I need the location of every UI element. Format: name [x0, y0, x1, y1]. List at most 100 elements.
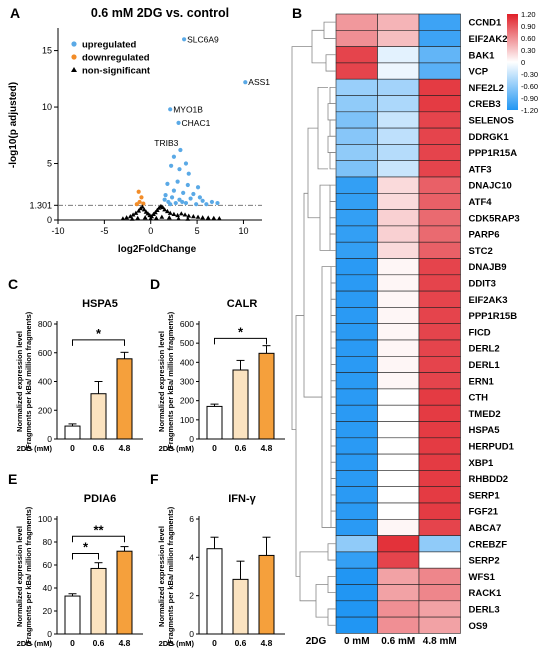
heatmap-row-label: DERL2	[469, 344, 500, 355]
bar-chart-category-label: 0	[212, 638, 217, 648]
heatmap-cell	[377, 29, 420, 47]
bar-chart-y-tick-label: 200	[180, 396, 194, 406]
legend-label: upregulated	[82, 40, 137, 51]
volcano-point-nonsignificant	[190, 214, 196, 219]
heatmap-cell	[418, 355, 461, 373]
heatmap-row-label: XBP1	[469, 458, 495, 469]
heatmap-cell	[335, 290, 378, 308]
volcano-point-upregulated	[169, 163, 174, 168]
volcano-point-upregulated	[168, 107, 173, 112]
dendrogram-branch	[330, 298, 336, 316]
bar-chart-y-tick-label: 2	[189, 591, 194, 601]
heatmap-cell	[418, 62, 461, 80]
heatmap-cell	[377, 453, 420, 471]
heatmap-cell	[377, 176, 420, 194]
heatmap-row-label: TMED2	[469, 409, 501, 420]
heatmap-cell	[418, 388, 461, 406]
bar-chart-x-axis-label: 2DG (mM)	[17, 639, 53, 648]
dendrogram-branch	[330, 478, 336, 496]
heatmap-cell	[377, 437, 420, 455]
dendrogram-branch	[330, 282, 336, 300]
bar-chart-y-tick-label: 20	[43, 606, 53, 616]
legend-label: downregulated	[82, 53, 150, 64]
colorbar-tick-label: 0.90	[521, 22, 536, 31]
volcano-point-nonsignificant	[130, 212, 136, 217]
bar-chart-y-tick-label: 0	[189, 434, 194, 444]
heatmap-cell	[335, 225, 378, 243]
heatmap-cell	[418, 95, 461, 113]
significance-marker: **	[93, 522, 104, 537]
volcano-gene-label: TRIB3	[154, 138, 178, 148]
volcano-point-upregulated	[194, 202, 199, 207]
panel-label-c: C	[8, 276, 18, 292]
heatmap-cell	[418, 584, 461, 602]
heatmap-row-label: SELENOS	[469, 115, 514, 126]
heatmap: 2DG CCND1 EIF2AK2 BAK1 VCP NFE2L2 CREB3 SELENO…	[291, 10, 538, 647]
heatmap-cell	[377, 13, 420, 31]
dendrogram-branch	[299, 551, 328, 602]
heatmap-row-label: CCND1	[469, 18, 502, 29]
heatmap-cell	[418, 421, 461, 439]
dendrogram-branch	[329, 233, 336, 251]
dendrogram-branch	[330, 380, 336, 398]
dendrogram-branch	[330, 510, 336, 528]
volcano-point-nonsignificant	[135, 215, 141, 220]
heatmap-cell	[418, 29, 461, 47]
heatmap-row-label: EIF2AK2	[469, 34, 508, 45]
volcano-point-upregulated	[182, 37, 187, 42]
bar-chart-category-label: 0	[70, 638, 75, 648]
heatmap-row-label: DDIT3	[469, 278, 496, 289]
heatmap-cell	[418, 470, 461, 487]
heatmap-cell	[377, 160, 420, 178]
bar-chart-y-tick-label: 0	[47, 434, 52, 444]
heatmap-cell	[377, 404, 420, 422]
heatmap-cell	[377, 144, 420, 161]
bar-chart-category-label: 0	[70, 443, 75, 453]
heatmap-cell	[377, 551, 420, 569]
volcano-point-downregulated	[134, 202, 139, 207]
heatmap-cell	[377, 209, 420, 227]
volcano-point-downregulated	[136, 189, 141, 194]
volcano-point-nonsignificant	[159, 214, 165, 219]
bar-chart-category-label: 4.8	[119, 443, 131, 453]
volcano-y-tick-label: 10	[42, 102, 52, 112]
volcano-point-nonsignificant	[136, 208, 142, 213]
heatmap-row-label: CREB3	[469, 99, 501, 110]
volcano-point-upregulated	[162, 197, 167, 202]
volcano-point-upregulated	[178, 147, 183, 153]
dendrogram-branch	[330, 429, 336, 447]
volcano-point-upregulated	[176, 120, 181, 125]
volcano-point-nonsignificant	[152, 210, 158, 215]
bar-chart-category-label: 4.8	[119, 638, 131, 648]
volcano-gene-label: MYO1B	[173, 104, 203, 114]
heatmap-cell	[377, 241, 420, 259]
heatmap-cell	[418, 176, 461, 194]
heatmap-cell	[418, 144, 461, 161]
heatmap-cell	[335, 62, 378, 80]
dendrogram-branch	[329, 217, 336, 235]
significance-bracket	[72, 339, 125, 346]
bar-chart-pdia6: PDIA6 Normalized expression level (Fragmen…	[15, 493, 143, 648]
heatmap-cell	[418, 372, 461, 390]
heatmap-cell	[335, 78, 378, 96]
volcano-point-nonsignificant	[166, 215, 172, 220]
volcano-gene-label: ASS1	[248, 77, 270, 87]
heatmap-cell	[377, 95, 420, 113]
volcano-point-downregulated	[137, 199, 142, 205]
bar-chart-y-tick-label: 600	[38, 348, 52, 358]
bar-chart-category-label: 4.8	[261, 443, 273, 453]
heatmap-cell	[418, 193, 461, 210]
volcano-gene-label: SLC6A9	[187, 34, 219, 44]
volcano-point-upregulated	[195, 185, 201, 190]
volcano-title: 0.6 mM 2DG vs. control	[91, 6, 229, 20]
colorbar-tick-label: -1.20	[521, 106, 538, 115]
volcano-x-tick-label: 10	[238, 226, 248, 236]
bar-chart-y-tick-label: 400	[180, 357, 194, 367]
heatmap-cell	[377, 518, 420, 536]
heatmap-row-label: FGF21	[469, 507, 499, 518]
bar-chart-x-axis-label: 2DG (mM)	[17, 444, 53, 453]
heatmap-row-label: HSPA5	[469, 425, 501, 436]
heatmap-cell	[418, 453, 461, 471]
dendrogram-branch	[327, 103, 336, 121]
heatmap-cell	[335, 453, 378, 471]
